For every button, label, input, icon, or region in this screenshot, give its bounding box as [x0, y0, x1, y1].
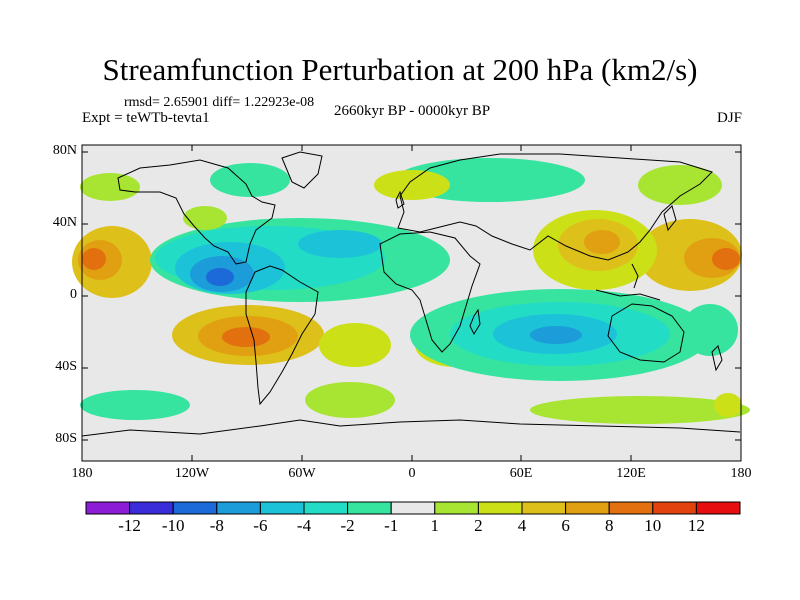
colorbar-tick-label: -2 — [340, 516, 355, 535]
colorbar-segment — [216, 501, 261, 515]
colorbar-segment — [303, 501, 349, 515]
coastline — [245, 265, 319, 406]
contour-region — [374, 170, 450, 200]
colorbar-tick-label: -1 — [384, 516, 399, 535]
colorbar-tick-label: 2 — [474, 516, 483, 535]
colorbar-segment — [259, 501, 305, 515]
colorbar-tick-label: 4 — [517, 516, 527, 535]
contour-region — [222, 327, 270, 347]
chart-title: Streamfunction Perturbation at 200 hPa (… — [102, 52, 698, 87]
contour-region — [712, 248, 740, 270]
colorbar-segment — [172, 501, 218, 515]
lat-tick-label: 80N — [52, 143, 77, 158]
contour-region — [206, 268, 234, 286]
colorbar-segment — [608, 501, 654, 515]
contour-region — [319, 323, 391, 367]
lon-tick-label: 120W — [174, 466, 210, 481]
coastline — [631, 263, 639, 289]
contour-region — [714, 393, 742, 417]
colorbar-segment — [129, 501, 174, 515]
colorbar-tick-label: -8 — [209, 516, 224, 535]
lon-tick-label: 180 — [71, 466, 93, 481]
lat-tick-marks — [82, 151, 741, 441]
lat-tick-label: 80S — [55, 431, 77, 446]
colorbar-tick-label: 1 — [430, 516, 440, 535]
coastlines — [81, 151, 741, 437]
colorbar-tick-label: 8 — [604, 516, 614, 535]
colorbar-segment — [652, 501, 697, 515]
contour-region — [638, 165, 722, 205]
coastline — [117, 159, 276, 265]
contour-region — [183, 206, 227, 230]
lat-tick-label: 40N — [52, 215, 77, 230]
map-panel — [72, 144, 750, 462]
lat-tick-label: 0 — [70, 287, 77, 302]
experiment-label: Expt = teWTb-tevta1 — [82, 110, 210, 126]
contour-region — [210, 163, 290, 197]
colorbar-segment — [434, 501, 479, 515]
colorbar-segment — [565, 501, 610, 515]
contour-region — [80, 173, 140, 201]
season-label: DJF — [716, 110, 742, 126]
coastline — [395, 190, 405, 209]
lon-tick-label: 60E — [509, 466, 533, 481]
contour-region — [584, 230, 620, 254]
rmsd-diff-label: rmsd= 2.65901 diff= 1.22923e-08 — [124, 95, 315, 110]
colorbar-segment — [695, 501, 741, 515]
lon-tick-label: 180 — [730, 466, 752, 481]
contour-region — [298, 230, 382, 258]
coastline — [469, 308, 481, 336]
lon-tick-marks — [81, 145, 742, 461]
lat-tick-label: 40S — [55, 359, 77, 374]
colorbar-segment — [477, 501, 523, 515]
colorbar-tick-label: -12 — [118, 516, 141, 535]
coastline — [663, 205, 677, 232]
contour-field — [72, 158, 750, 424]
coastline — [379, 231, 481, 353]
coastline — [81, 419, 741, 437]
contour-region — [682, 304, 738, 356]
coastline — [397, 153, 713, 261]
colorbar-tick-label: -4 — [296, 516, 312, 535]
colorbar-segment — [390, 501, 436, 515]
coastline — [607, 303, 685, 363]
colorbar — [85, 501, 741, 515]
coastline — [595, 289, 661, 301]
colorbar-segment — [521, 501, 567, 515]
period-label: 2660kyr BP - 0000kyr BP — [333, 103, 491, 119]
colorbar-segment — [347, 501, 392, 515]
colorbar-tick-label: 12 — [687, 516, 705, 535]
coastline — [281, 151, 323, 189]
colorbar-segment — [85, 501, 131, 515]
lon-tick-label: 0 — [408, 466, 416, 481]
contour-region — [530, 396, 750, 424]
colorbar-tick-label: -6 — [253, 516, 268, 535]
colorbar-tick-label: -10 — [161, 516, 185, 535]
coastline — [711, 345, 723, 372]
contour-region — [80, 390, 190, 420]
lon-tick-label: 120E — [616, 466, 646, 481]
colorbar-tick-label: 10 — [644, 516, 662, 535]
contour-region — [530, 326, 582, 344]
colorbar-tick-label: 6 — [561, 516, 570, 535]
contour-region — [82, 248, 106, 270]
contour-region — [305, 382, 395, 418]
lon-tick-label: 60W — [288, 466, 316, 481]
